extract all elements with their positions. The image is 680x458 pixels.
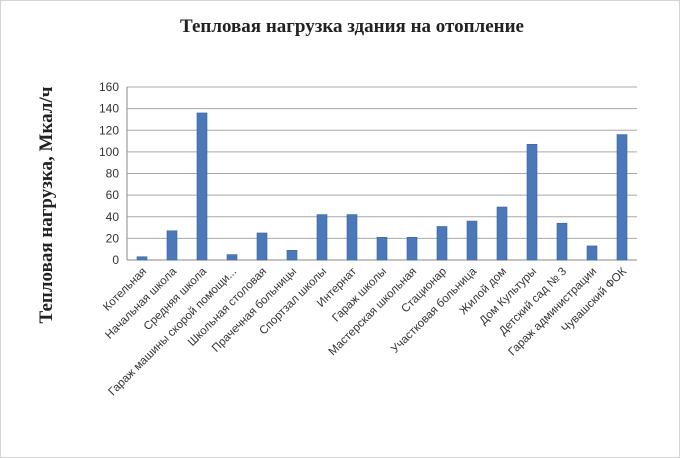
y-tick-label: 140 xyxy=(99,102,119,116)
bar xyxy=(316,214,328,261)
bar xyxy=(406,236,418,261)
bar xyxy=(196,112,208,261)
bar xyxy=(136,256,148,261)
y-tick-label: 40 xyxy=(106,210,120,224)
y-tick-label: 100 xyxy=(99,145,119,159)
y-axis-label: Тепловая нагрузка, Мкал/ч xyxy=(36,86,57,323)
y-tick-label: 0 xyxy=(112,253,119,267)
y-tick-label: 120 xyxy=(99,123,119,137)
y-tick-labels: 0 20 40 60 80 100 120 140 160 xyxy=(99,80,119,267)
bar xyxy=(436,226,448,261)
bars xyxy=(136,112,628,261)
bar xyxy=(226,254,238,261)
bar xyxy=(556,222,568,261)
gridlines xyxy=(126,86,637,261)
y-tick-label: 20 xyxy=(106,231,120,245)
bar xyxy=(376,236,388,261)
bar xyxy=(616,134,628,261)
chart-title: Тепловая нагрузка здания на отопление xyxy=(180,16,524,37)
bar xyxy=(496,206,508,261)
bar xyxy=(256,232,268,261)
bar xyxy=(586,245,598,261)
bar xyxy=(286,249,298,261)
bar xyxy=(166,230,178,261)
bar xyxy=(466,220,478,261)
y-tick-label: 80 xyxy=(106,167,120,181)
bar xyxy=(346,214,358,261)
y-tick-label: 160 xyxy=(99,80,119,94)
bar xyxy=(526,144,538,261)
y-tick-label: 60 xyxy=(106,188,120,202)
